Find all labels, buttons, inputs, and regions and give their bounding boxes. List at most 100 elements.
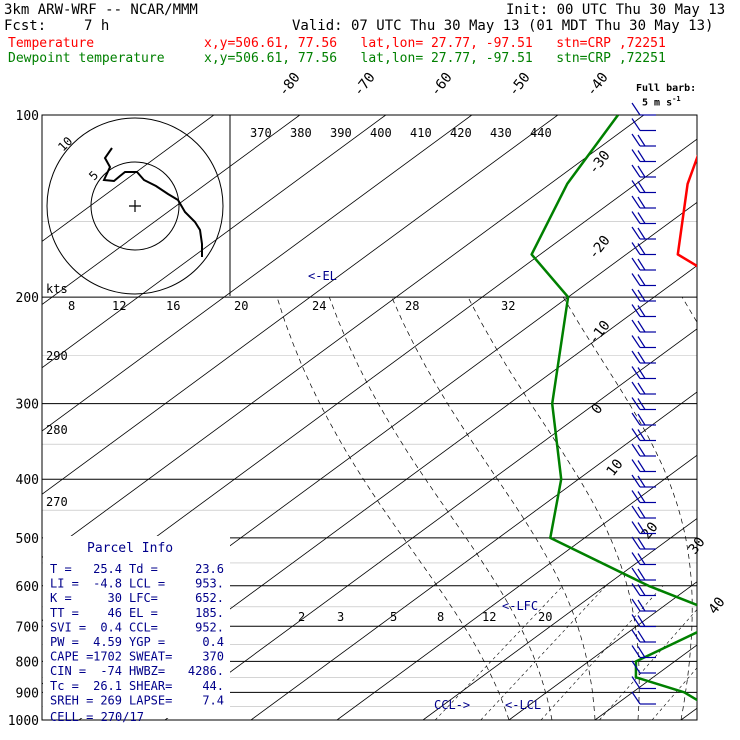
wind-barb-flag: [631, 397, 641, 410]
theta-left-label: 280: [46, 423, 68, 437]
forecast-label: Fcst:: [4, 18, 47, 34]
wind-barb-flag: [637, 212, 646, 224]
wind-barb-flag: [631, 350, 641, 364]
wind-barb: [631, 118, 656, 132]
parcel-info-value: 0.4: [100, 620, 122, 634]
wind-barb-flag: [631, 614, 641, 627]
parcel-info-value: TT =: [50, 606, 79, 620]
theta-label: 420: [450, 126, 472, 140]
wind-barb-flag: [637, 351, 646, 364]
parcel-info-box: [43, 536, 230, 718]
hodograph-speed-label: 28: [405, 299, 419, 313]
wind-barb-flag: [631, 102, 641, 116]
moist-adiabat-line: [328, 296, 553, 720]
mixing-ratio-label: 8: [437, 610, 444, 624]
mixing-ratio-line: [540, 585, 664, 720]
wind-barb-flag: [631, 195, 641, 209]
parcel-info-value: 4286.: [188, 664, 224, 678]
dewpoint-line: [530, 115, 697, 702]
wind-barb-flag: [637, 243, 646, 255]
wind-barb-flag: [637, 165, 646, 178]
wind-barb-flag: [631, 598, 641, 612]
pressure-tick-label: 100: [16, 109, 39, 124]
dewpoint-location: x,y=506.61, 77.56 lat,lon= 27.77, -97.51…: [204, 51, 666, 66]
wind-barb: [631, 443, 656, 457]
wind-barb-flag: [637, 475, 646, 488]
init-time: Init: 00 UTC Thu 30 May 13: [506, 2, 726, 18]
parcel-info-value: 0.4: [202, 635, 224, 649]
wind-barb-flag: [637, 584, 646, 596]
parcel-info-value: 7.4: [202, 693, 224, 707]
wind-barb-flag: [631, 335, 641, 348]
model-title: 3km ARW-WRF -- NCAR/MMM: [4, 2, 198, 18]
hodograph-speed-label: 24: [312, 299, 326, 313]
wind-barb-flag: [637, 398, 646, 410]
wind-barb-flag: [631, 629, 641, 643]
wind-barb-flag: [631, 211, 641, 224]
mixing-ratio-line: [434, 585, 564, 720]
wind-barb: [631, 211, 656, 225]
wind-barb-flag: [631, 226, 641, 240]
isotherm-line: [42, 115, 387, 369]
isotherm-label: -40: [584, 70, 612, 100]
theta-label: 430: [490, 126, 512, 140]
parcel-info-value: 370: [202, 650, 224, 664]
wind-barb: [631, 676, 656, 690]
isotherm-line: [508, 581, 697, 720]
temperature-location: x,y=506.61, 77.56 lat,lon= 27.77, -97.51…: [204, 36, 666, 51]
wind-barb-flag: [631, 645, 641, 658]
temperature-line: [676, 154, 697, 268]
wind-barb: [631, 273, 656, 287]
dewpoint-legend: Dewpoint temperature: [8, 51, 165, 66]
wind-barb-flag: [637, 258, 646, 271]
parcel-info-value: SWEAT=: [129, 650, 172, 664]
theta-left-label: 290: [46, 349, 68, 363]
theta-label: 370: [250, 126, 272, 140]
wind-barb: [631, 598, 656, 612]
wind-barb-flag: [637, 336, 646, 348]
parcel-info-value: 185.: [195, 606, 224, 620]
parcel-info-value: Td =: [129, 562, 158, 576]
mixing-ratio-line: [599, 609, 697, 720]
isotherm-label: 20: [639, 519, 662, 542]
wind-barb: [631, 288, 656, 302]
parcel-info-value: Tc =: [50, 679, 79, 693]
wind-barb: [631, 149, 656, 163]
parcel-info-value: 952.: [195, 620, 224, 634]
moist-adiabat-line: [681, 296, 697, 323]
theta-label: 380: [290, 126, 312, 140]
wind-barb-flag: [637, 568, 646, 581]
isotherm-label: -70: [351, 70, 379, 100]
wind-barb-flag: [631, 459, 641, 472]
el-annotation: <-EL: [308, 269, 337, 283]
parcel-info-value: LFC=: [129, 591, 158, 605]
parcel-info-value: SHEAR=: [129, 679, 172, 693]
wind-barb-flag: [631, 304, 641, 317]
wind-barb-flag: [631, 164, 641, 178]
wind-barb: [631, 459, 656, 473]
plot-frame: [41, 114, 698, 721]
wind-barb-flag: [637, 460, 646, 472]
wind-barb-flag: [637, 320, 646, 333]
wind-barb-flag: [637, 274, 646, 286]
wind-barb-flag: [631, 133, 641, 147]
parcel-info-value: 23.6: [195, 562, 224, 576]
wind-barb: [631, 428, 656, 442]
wind-barb-flag: [631, 273, 641, 286]
pressure-tick-label: 800: [16, 655, 39, 670]
wind-barb-flag: [631, 691, 641, 705]
wind-barb: [631, 660, 656, 674]
wind-barb-flag: [631, 257, 641, 271]
wind-barb: [631, 164, 656, 178]
isotherm-line: [42, 115, 301, 306]
wind-barb-flag: [631, 660, 641, 674]
theta-label: 410: [410, 126, 432, 140]
isotherm-label: -60: [428, 70, 456, 100]
parcel-info-value: T =: [50, 562, 72, 576]
mixing-ratio-label: 12: [482, 610, 496, 624]
wind-barb-flag: [637, 429, 646, 441]
wind-barb-flag: [631, 443, 641, 457]
lfc-annotation: <-LFC: [502, 599, 538, 613]
wind-barb: [631, 180, 656, 194]
